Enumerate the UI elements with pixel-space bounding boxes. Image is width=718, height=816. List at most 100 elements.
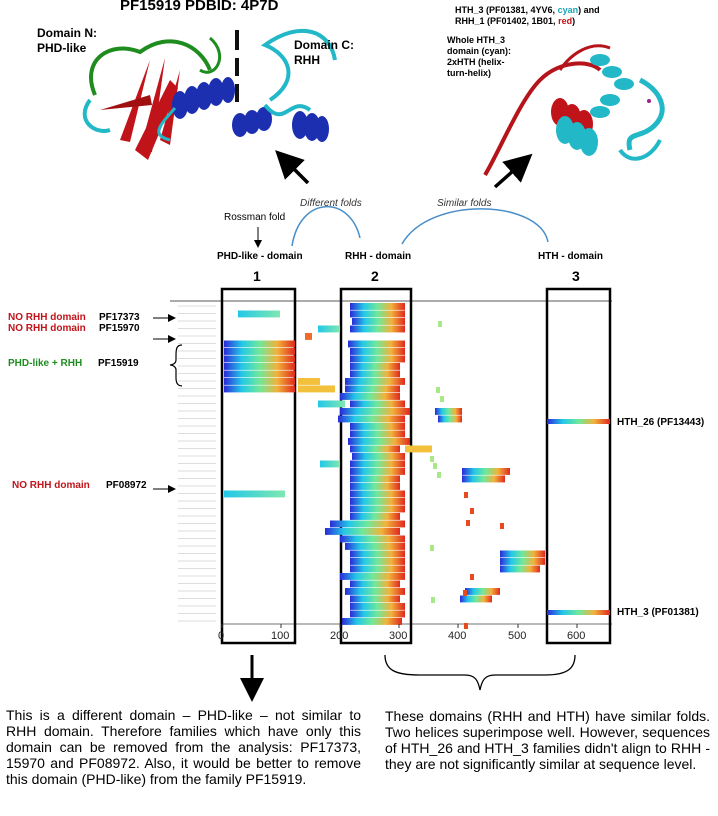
alignment-bar (352, 453, 405, 460)
tick-label: 300 (389, 630, 408, 642)
alignment-bar (350, 550, 405, 558)
alignment-bar (350, 303, 405, 310)
alignment-fragment (430, 545, 434, 551)
alignment-bar (330, 520, 405, 528)
alignment-bar (350, 490, 405, 498)
alignment-bar (305, 333, 312, 340)
alignment-bar (350, 445, 400, 453)
alignment-bar (350, 603, 405, 610)
alignment-bar (350, 468, 405, 475)
domain-1-number: 1 (253, 268, 261, 284)
row-label-ticks (178, 305, 216, 622)
different-folds-arc (291, 205, 361, 247)
hth3-label: HTH_3 (PF01381) (617, 607, 699, 618)
domain-frame-1 (220, 287, 297, 645)
alignment-bar (342, 618, 402, 625)
hth-caption: HTH_3 (PF01381, 4YV6, cyan) and RHH_1 (P… (455, 5, 600, 26)
hth-brace (384, 654, 576, 691)
alignment-fragment (500, 523, 504, 529)
alignment-bar (345, 543, 405, 550)
alignment-bar (318, 325, 340, 333)
alignment-bar (462, 475, 505, 483)
alignment-bar (462, 468, 510, 475)
alignment-bar (238, 310, 280, 318)
no-rhh-label-3: NO RHH domain (12, 480, 90, 491)
arrow-to-right-structure (493, 153, 533, 189)
alignment-fragment (438, 321, 442, 327)
protein-structure-left (82, 28, 337, 160)
pf15919-brace (169, 344, 183, 387)
alignment-bar (224, 348, 295, 355)
alignment-fragment (440, 396, 444, 402)
alignment-bar (320, 460, 340, 468)
similar-folds-arc (401, 208, 549, 245)
figure-title: PF15919 PDBID: 4P7D (120, 0, 279, 14)
tick-label: 400 (448, 630, 467, 642)
domain-frame-2 (339, 287, 413, 645)
alignment-bar (350, 355, 405, 363)
domain-3-header: HTH - domain (538, 251, 603, 262)
alignment-bar (224, 378, 295, 385)
alignment-bar (348, 438, 410, 445)
alignment-bar (465, 588, 500, 595)
alignment-fragment (464, 623, 468, 629)
alignment-bar (345, 385, 400, 393)
alignment-bar (350, 565, 405, 573)
alignment-fragment (433, 463, 437, 469)
tick-label: 200 (330, 630, 349, 642)
alignment-bar (350, 505, 405, 513)
arrow-to-left-structure (275, 150, 310, 185)
alignment-bar (224, 340, 295, 348)
alignment-bar (350, 580, 400, 588)
tick-label: 500 (508, 630, 527, 642)
alignment-bar (350, 348, 405, 355)
alignment-fragment (437, 472, 441, 478)
alignment-bar (348, 340, 405, 348)
alignment-bar (350, 513, 400, 520)
alignment-bar (350, 498, 405, 505)
right-explanation: These domains (RHH and HTH) have similar… (385, 708, 710, 772)
alignment-bar (350, 460, 405, 468)
alignment-bar (500, 550, 545, 558)
alignment-fragment (470, 574, 474, 580)
alignment-fragment (470, 508, 474, 514)
alignment-fragment (466, 520, 470, 526)
tick-label: 600 (567, 630, 586, 642)
alignment-bar (224, 370, 295, 378)
alignment-bar (345, 588, 405, 595)
phd-rhh-label: PHD-like + RHH (8, 358, 83, 369)
alignment-bar (405, 445, 432, 453)
alignment-fragment (430, 456, 434, 462)
alignment-bar (298, 378, 320, 385)
pf08972-label: PF08972 (106, 480, 147, 491)
domain-n-label: Domain N: PHD-like (37, 26, 97, 55)
domain-2-header: RHH - domain (345, 251, 412, 262)
alignment-bar (345, 378, 405, 385)
alignment-bar (224, 363, 295, 370)
alignment-bar (435, 408, 462, 415)
alignment-bar (325, 528, 400, 535)
pf15919-label: PF15919 (98, 358, 139, 369)
domain-3-number: 3 (572, 268, 580, 284)
alignment-bar (460, 595, 492, 603)
alignment-bar (350, 430, 405, 438)
domain-frame-3 (545, 287, 612, 645)
alignment-bar (340, 573, 405, 580)
alignment-bar (340, 393, 400, 400)
alignment-bar (350, 475, 400, 483)
tick-label: 0 (218, 630, 225, 642)
hth-alignment-bar (547, 419, 610, 424)
no-rhh-label-2: NO RHH domain (8, 323, 86, 334)
alignment-bar (350, 310, 405, 318)
pf15970-label: PF15970 (99, 323, 140, 334)
domain-2-number: 2 (371, 268, 379, 284)
alignment-bar (340, 535, 405, 543)
alignment-bar (224, 385, 295, 393)
alignment-bar (350, 610, 405, 618)
protein-structure-right (483, 44, 665, 177)
domain-1-header: PHD-like - domain (217, 251, 303, 262)
alignment-bar (350, 558, 405, 565)
alignment-bar (500, 565, 540, 573)
